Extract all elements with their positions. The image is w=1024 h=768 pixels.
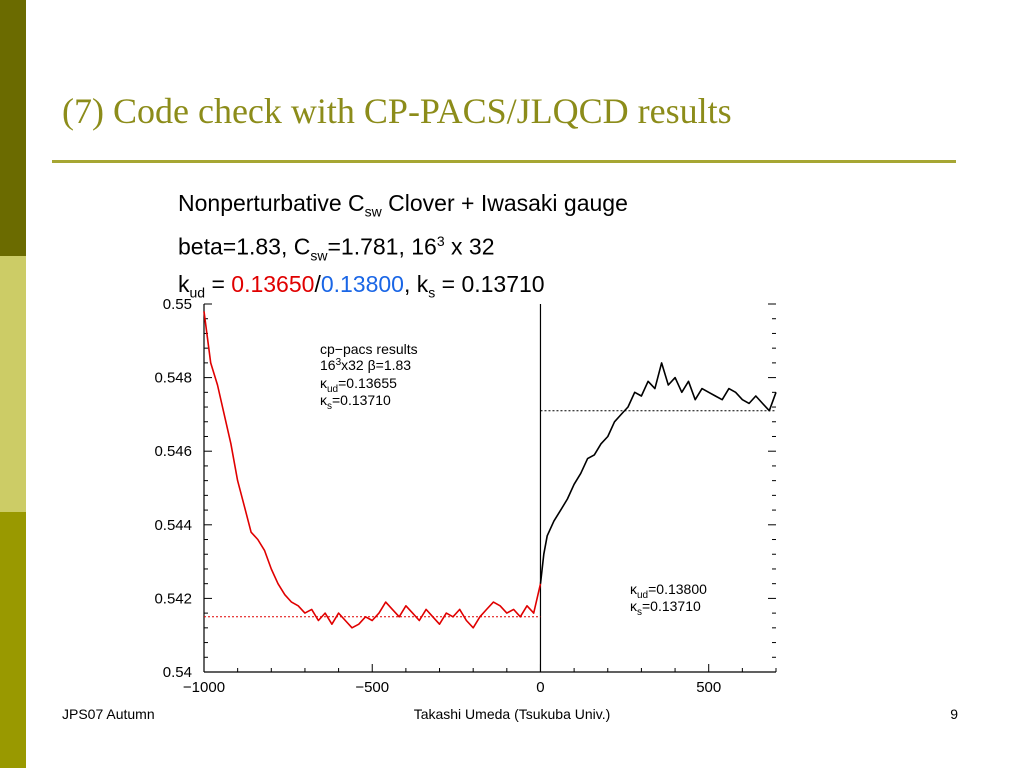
y-tick-label: 0.542 [154,590,192,607]
series-line-2 [539,362,777,584]
info-line3-eq: = [205,270,232,297]
info-line2-mid: =1.781, 16 [327,233,437,260]
chart-series [203,311,777,629]
annotation-right-line2: κs=0.13710 [630,598,701,618]
title-divider [52,160,956,163]
info-line2-post: x 32 [444,233,495,260]
chart-axes [203,303,777,673]
pcac-mass-chart: 0.54 0.542 0.544 0.546 0.548 0.55 −1000 −500 0 50… [154,296,777,696]
footer-left: JPS07 Autumn [62,706,155,722]
info-line3-k: k [178,270,190,297]
info-line-1: Nonperturbative Csw Clover + Iwasaki gau… [178,189,628,227]
x-tick-label: −500 [355,679,389,696]
info-line2-sup: 3 [436,232,445,249]
info-line2-pre: beta=1.83, C [178,233,311,260]
info-line3-sep: , k [403,270,429,297]
x-tick-label: 0 [536,679,544,696]
kud-red-value: 0.13650 [231,270,315,297]
info-line3-slash: / [314,270,321,297]
page-number: 9 [950,706,958,722]
x-tick-label: −1000 [183,679,225,696]
info-line3-ksub: ud [189,284,206,301]
reference-lines [204,410,776,618]
info-line2-sub: sw [310,246,328,263]
info-line1-sub: sw [364,203,382,220]
y-tick-label: 0.544 [154,517,192,534]
info-line3-tail: = 0.13710 [435,270,545,297]
y-tick-label: 0.546 [154,443,192,460]
annotation-left-line2: 163x32 β=1.83 [320,357,411,373]
info-line3-ssub: s [428,284,436,301]
slide-title: (7) Code check with CP-PACS/JLQCD result… [62,91,732,131]
info-line1-post: Clover + Iwasaki gauge [381,190,628,216]
kud-blue-value: 0.13800 [320,270,404,297]
info-line-3: kud = 0.13650/0.13800, ks = 0.13710 [178,270,628,308]
annotation-left-line4: κs=0.13710 [320,392,391,412]
annotation-right: κud=0.13800 κs=0.13710 [630,581,707,618]
parameter-info: Nonperturbative Csw Clover + Iwasaki gau… [178,189,628,307]
annotation-left: cp−pacs results 163x32 β=1.83 κud=0.1365… [320,341,418,412]
accent-bar-top [0,0,26,256]
series-line-1 [203,311,542,629]
annotation-left-line1: cp−pacs results [320,341,418,357]
annotation-left-line3: κud=0.13655 [320,375,397,395]
x-tick-label: 500 [696,679,721,696]
tick-labels: 0.54 0.542 0.544 0.546 0.548 0.55 −1000 −500 0 50… [154,296,721,696]
y-tick-label: 0.55 [163,296,192,313]
y-tick-label: 0.548 [154,370,192,387]
y-tick-label: 0.54 [163,664,192,681]
info-line1-pre: Nonperturbative C [178,190,365,216]
info-line-2: beta=1.83, Csw=1.781, 163 x 32 [178,227,628,270]
accent-bar-bottom [0,512,26,768]
footer-center: Takashi Umeda (Tsukuba Univ.) [413,706,611,722]
accent-bar-middle [0,256,26,512]
annotation-right-line1: κud=0.13800 [630,581,707,601]
